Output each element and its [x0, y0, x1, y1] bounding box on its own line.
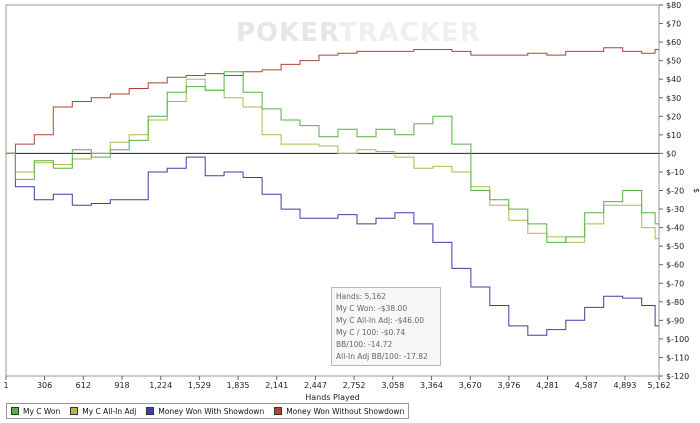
x-tick-label: 4,281: [536, 381, 559, 390]
y-axis-title: $: [692, 188, 700, 193]
y-tick-label: $-10: [666, 168, 684, 177]
y-tick-label: $50: [666, 57, 681, 66]
legend-swatch: [11, 407, 19, 415]
y-tick-label: $-70: [666, 279, 684, 288]
y-tick-label: $-20: [666, 187, 684, 196]
y-tick-label: $-120: [666, 372, 689, 381]
legend-label: My C All-In Adj: [82, 406, 137, 416]
legend-label: My C Won: [23, 406, 61, 416]
legend-item-my-c-won[interactable]: My C Won: [11, 407, 60, 416]
legend-label: Money Won With Showdown: [158, 406, 265, 416]
tooltip-allin-bb100: All-In Adj BB/100: -17.82: [336, 352, 428, 361]
hover-tooltip: Hands: 5,162 My C Won: -$38.00 My C All-…: [331, 287, 441, 366]
y-tick-label: $-100: [666, 335, 689, 344]
x-tick-label: 2,752: [343, 381, 366, 390]
x-axis-title: Hands Played: [305, 393, 359, 402]
x-tick-label: 3,364: [420, 381, 443, 390]
tooltip-hands: Hands: 5,162: [336, 292, 387, 301]
tooltip-allin: My C All-In Adj: -$46.00: [336, 316, 424, 325]
x-tick-label: 3,058: [381, 381, 404, 390]
y-tick-label: $-30: [666, 205, 684, 214]
y-tick-label: $20: [666, 112, 681, 121]
legend-item-my-c-allin-adj[interactable]: My C All-In Adj: [70, 407, 136, 416]
legend-swatch: [274, 407, 283, 415]
x-tick-label: 2,447: [304, 381, 327, 390]
x-tick-label: 1,224: [149, 381, 172, 390]
series-line-my-c-won: [6, 71, 659, 243]
x-tick-label: 918: [114, 381, 129, 390]
legend-label: Money Won Without Showdown: [286, 406, 405, 416]
y-tick-label: $-40: [666, 224, 684, 233]
legend-item-money-won-without-showdown[interactable]: Money Won Without Showdown: [274, 407, 404, 416]
y-tick-label: $70: [666, 20, 681, 29]
tooltip-won: My C Won: -$38.00: [336, 304, 408, 313]
y-tick-label: $30: [666, 94, 681, 103]
y-tick-label: $0: [666, 149, 676, 158]
tooltip-per100: My C / 100: -$0.74: [336, 328, 406, 337]
y-tick-label: $80: [666, 1, 681, 10]
series-line-money-won-without-showdown: [6, 47, 659, 154]
x-tick-label: 4,893: [614, 381, 637, 390]
tooltip-bb100: BB/100: -14.72: [336, 340, 393, 349]
y-tick-label: $-60: [666, 261, 684, 270]
x-tick-label: 3,670: [459, 381, 482, 390]
x-tick-label: 4,587: [575, 381, 598, 390]
y-tick-label: $60: [666, 38, 681, 47]
legend-item-money-won-with-showdown[interactable]: Money Won With Showdown: [146, 407, 264, 416]
x-tick-label: 5,162: [648, 381, 671, 390]
x-tick-label: 306: [37, 381, 52, 390]
y-tick-label: $-90: [666, 316, 684, 325]
y-tick-label: $-50: [666, 242, 684, 251]
series-line-my-c-all-in-adj: [6, 78, 659, 243]
y-tick-label: $40: [666, 75, 681, 84]
x-tick-label: 1,835: [227, 381, 250, 390]
y-tick-label: $-110: [666, 353, 689, 362]
legend-swatch: [146, 407, 155, 415]
legend-swatch: [70, 407, 79, 415]
x-tick-label: 1,529: [188, 381, 211, 390]
x-tick-label: 3,976: [497, 381, 520, 390]
y-tick-label: $-80: [666, 298, 684, 307]
x-tick-label: 2,141: [265, 381, 288, 390]
x-tick-label: 1: [3, 381, 8, 390]
pokertracker-watermark: POKERTRACKER: [236, 18, 481, 48]
series-line-money-won-with-showdown: [6, 152, 659, 336]
x-tick-label: 612: [76, 381, 91, 390]
y-tick-label: $10: [666, 131, 681, 140]
chart-legend: My C Won My C All-In Adj Money Won With …: [6, 403, 410, 419]
